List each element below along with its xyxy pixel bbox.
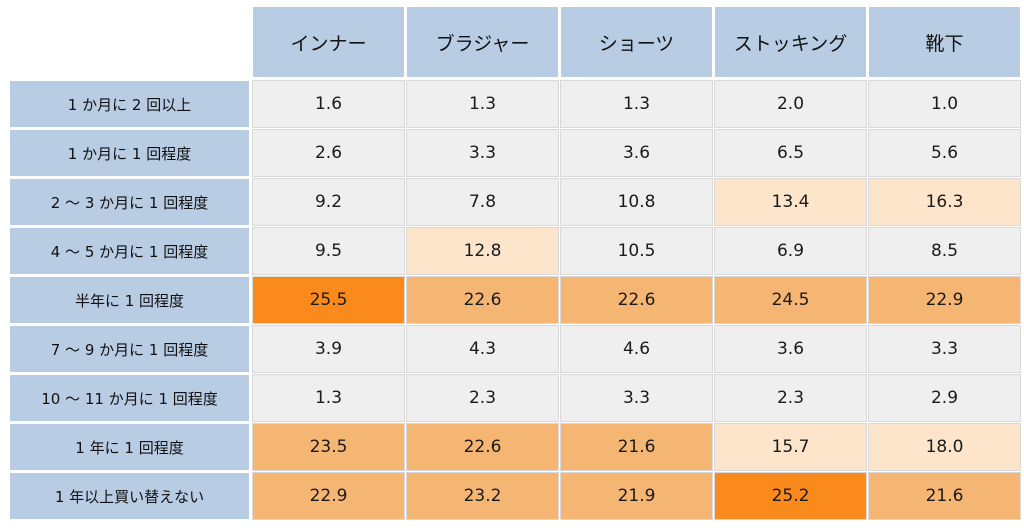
row-header: 7 〜 9 か月に 1 回程度 (9, 325, 250, 373)
row-header: 1 年以上買い替えない (9, 472, 250, 520)
row-header: 4 〜 5 か月に 1 回程度 (9, 227, 250, 275)
value-cell: 3.9 (252, 325, 405, 373)
value-cell: 8.5 (868, 227, 1021, 275)
value-cell: 4.3 (406, 325, 559, 373)
column-header: ブラジャー (406, 6, 559, 78)
value-cell: 3.3 (406, 129, 559, 177)
value-cell: 2.0 (714, 80, 867, 128)
column-header: ストッキング (714, 6, 867, 78)
value-cell: 2.6 (252, 129, 405, 177)
row-header: 10 〜 11 か月に 1 回程度 (9, 374, 250, 422)
value-cell: 2.9 (868, 374, 1021, 422)
value-cell: 12.8 (406, 227, 559, 275)
value-cell: 22.6 (560, 276, 713, 324)
value-cell: 9.2 (252, 178, 405, 226)
value-cell: 2.3 (406, 374, 559, 422)
value-cell: 1.3 (252, 374, 405, 422)
value-cell: 23.5 (252, 423, 405, 471)
value-cell: 21.6 (868, 472, 1021, 520)
value-cell: 1.3 (560, 80, 713, 128)
value-cell: 7.8 (406, 178, 559, 226)
value-cell: 25.5 (252, 276, 405, 324)
value-cell: 1.3 (406, 80, 559, 128)
value-cell: 9.5 (252, 227, 405, 275)
row-header: 半年に 1 回程度 (9, 276, 250, 324)
value-cell: 10.8 (560, 178, 713, 226)
column-header: ショーツ (560, 6, 713, 78)
column-header: インナー (252, 6, 405, 78)
value-cell: 5.6 (868, 129, 1021, 177)
row-header: 2 〜 3 か月に 1 回程度 (9, 178, 250, 226)
value-cell: 16.3 (868, 178, 1021, 226)
row-header: 1 か月に 1 回程度 (9, 129, 250, 177)
value-cell: 22.6 (406, 423, 559, 471)
value-cell: 3.3 (868, 325, 1021, 373)
value-cell: 4.6 (560, 325, 713, 373)
value-cell: 22.9 (868, 276, 1021, 324)
value-cell: 25.2 (714, 472, 867, 520)
value-cell: 6.9 (714, 227, 867, 275)
value-cell: 2.3 (714, 374, 867, 422)
value-cell: 3.6 (714, 325, 867, 373)
row-header: 1 か月に 2 回以上 (9, 80, 250, 128)
value-cell: 6.5 (714, 129, 867, 177)
value-cell: 3.3 (560, 374, 713, 422)
row-header: 1 年に 1 回程度 (9, 423, 250, 471)
value-cell: 21.9 (560, 472, 713, 520)
value-cell: 1.6 (252, 80, 405, 128)
value-cell: 15.7 (714, 423, 867, 471)
value-cell: 24.5 (714, 276, 867, 324)
value-cell: 10.5 (560, 227, 713, 275)
value-cell: 22.6 (406, 276, 559, 324)
value-cell: 23.2 (406, 472, 559, 520)
value-cell: 3.6 (560, 129, 713, 177)
column-header: 靴下 (868, 6, 1021, 78)
value-cell: 21.6 (560, 423, 713, 471)
value-cell: 18.0 (868, 423, 1021, 471)
value-cell: 22.9 (252, 472, 405, 520)
value-cell: 1.0 (868, 80, 1021, 128)
top-left-empty-cell (9, 6, 250, 78)
value-cell: 13.4 (714, 178, 867, 226)
